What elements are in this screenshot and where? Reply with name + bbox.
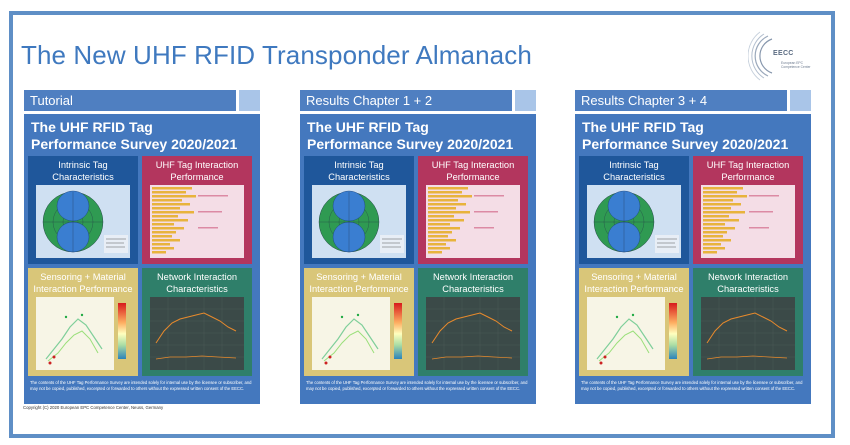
tile-label: UHF Tag Interaction Performance xyxy=(155,160,239,182)
tile-network: Network Interaction Characteristics xyxy=(418,268,528,376)
bar-chart-icon xyxy=(701,185,795,258)
tile-label: Network Interaction Characteristics xyxy=(156,272,238,294)
logo-subtitle: European EPC Competence Center xyxy=(781,61,811,69)
scatter-plot-icon xyxy=(312,297,402,370)
tile-sensing: Sensoring + Material Interaction Perform… xyxy=(304,268,414,376)
bar-chart-icon xyxy=(426,185,520,258)
polar-plot-icon xyxy=(587,185,681,258)
poster-title: The UHF RFID Tag Performance Survey 2020… xyxy=(307,119,513,153)
bar-chart-icon xyxy=(150,185,244,258)
tile-label: Intrinsic Tag Characteristics xyxy=(603,160,665,182)
poster-title: The UHF RFID Tag Performance Survey 2020… xyxy=(582,119,788,153)
disclaimer-text: The contents of the UHF Tag Performance … xyxy=(581,380,803,391)
column-results-3-4[interactable]: Results Chapter 3 + 4 The UHF RFID Tag P… xyxy=(575,90,812,406)
logo-name: EECC xyxy=(773,50,794,57)
poster-title: The UHF RFID Tag Performance Survey 2020… xyxy=(31,119,237,153)
tile-intrinsic: Intrinsic Tag Characteristics xyxy=(304,156,414,264)
column-header[interactable]: Results Chapter 1 + 2 xyxy=(300,90,512,111)
tile-label: Network Interaction Characteristics xyxy=(707,272,789,294)
poster-title-line1: The UHF RFID Tag xyxy=(31,119,153,135)
tile-label: Intrinsic Tag Characteristics xyxy=(328,160,390,182)
tile-intrinsic: Intrinsic Tag Characteristics xyxy=(579,156,689,264)
tile-network: Network Interaction Characteristics xyxy=(693,268,803,376)
column-header[interactable]: Results Chapter 3 + 4 xyxy=(575,90,787,111)
poster-title-line1: The UHF RFID Tag xyxy=(307,119,429,135)
tile-label: Sensoring + Material Interaction Perform… xyxy=(584,272,684,294)
tile-uhf: UHF Tag Interaction Performance xyxy=(142,156,252,264)
tile-label: Sensoring + Material Interaction Perform… xyxy=(33,272,133,294)
scatter-plot-icon xyxy=(587,297,677,370)
polar-plot-icon xyxy=(312,185,406,258)
tile-label: Intrinsic Tag Characteristics xyxy=(52,160,114,182)
scatter-plot-icon xyxy=(36,297,126,370)
line-chart-icon xyxy=(426,297,520,370)
eecc-logo-icon xyxy=(748,31,773,81)
tile-label: UHF Tag Interaction Performance xyxy=(431,160,515,182)
copyright-text: Copyright (C) 2020 European EPC Competen… xyxy=(23,405,164,410)
survey-poster[interactable]: The UHF RFID Tag Performance Survey 2020… xyxy=(575,114,811,404)
polar-plot-icon xyxy=(36,185,130,258)
column-results-1-2[interactable]: Results Chapter 1 + 2 The UHF RFID Tag P… xyxy=(300,90,537,406)
tile-network: Network Interaction Characteristics xyxy=(142,268,252,376)
column-header[interactable]: Tutorial xyxy=(24,90,236,111)
column-header-square xyxy=(239,90,260,111)
poster-title-line2: Performance Survey 2020/2021 xyxy=(307,136,514,152)
disclaimer-text: The contents of the UHF Tag Performance … xyxy=(306,380,528,391)
page-title: The New UHF RFID Transponder Almanach xyxy=(21,40,532,70)
poster-title-line2: Performance Survey 2020/2021 xyxy=(31,136,238,152)
disclaimer-text: The contents of the UHF Tag Performance … xyxy=(30,380,252,391)
poster-title-line2: Performance Survey 2020/2021 xyxy=(582,136,789,152)
tile-label: Network Interaction Characteristics xyxy=(432,272,514,294)
column-header-square xyxy=(515,90,536,111)
tile-label: UHF Tag Interaction Performance xyxy=(706,160,790,182)
tile-label: Sensoring + Material Interaction Perform… xyxy=(309,272,409,294)
survey-poster[interactable]: The UHF RFID Tag Performance Survey 2020… xyxy=(300,114,536,404)
line-chart-icon xyxy=(150,297,244,370)
column-header-square xyxy=(790,90,811,111)
line-chart-icon xyxy=(701,297,795,370)
survey-poster[interactable]: The UHF RFID Tag Performance Survey 2020… xyxy=(24,114,260,404)
tile-sensing: Sensoring + Material Interaction Perform… xyxy=(28,268,138,376)
tile-intrinsic: Intrinsic Tag Characteristics xyxy=(28,156,138,264)
column-tutorial[interactable]: Tutorial The UHF RFID Tag Performance Su… xyxy=(24,90,261,406)
tile-uhf: UHF Tag Interaction Performance xyxy=(693,156,803,264)
poster-title-line1: The UHF RFID Tag xyxy=(582,119,704,135)
tile-uhf: UHF Tag Interaction Performance xyxy=(418,156,528,264)
tile-sensing: Sensoring + Material Interaction Perform… xyxy=(579,268,689,376)
